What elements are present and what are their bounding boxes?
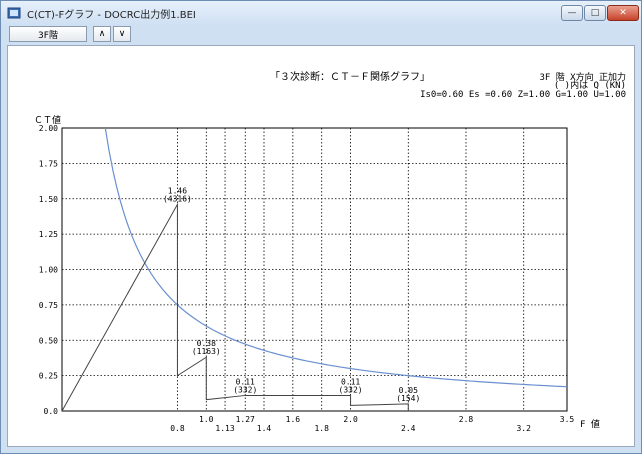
x-tick-label: 1.0 — [199, 415, 214, 424]
x-tick-label: 1.4 — [257, 424, 272, 433]
maximize-button[interactable]: □ — [584, 5, 606, 21]
maximize-icon: □ — [590, 8, 600, 18]
ct-value-label: 0.11 — [236, 377, 255, 386]
axis-ticks: 0.0 0.25 0.50 0.75 1.00 1.25 1.50 1.75 2.00 0.8 1.… — [39, 124, 575, 433]
unit-note: ( )内は Q (KN) — [554, 79, 626, 91]
y-axis-title: ＣＴ値 — [34, 114, 61, 126]
y-tick-label: 1.25 — [39, 230, 58, 239]
close-button[interactable]: ✕ — [607, 5, 639, 21]
ct-f-chart: 「３次診断：ＣＴ－Ｆ関係グラフ」 3F 階 X方向 正加力 ( )内は Q (K… — [34, 70, 626, 433]
parameter-line: Is0=0.60 Es =0.60 Z=1.00 G=1.00 U=1.00 — [420, 90, 626, 100]
condition-label: 3F 階 X方向 正加力 — [539, 71, 626, 83]
grid-lines — [62, 128, 567, 411]
y-tick-label: 1.00 — [39, 266, 58, 275]
floor-select-button[interactable]: 3F階 — [9, 26, 87, 42]
demand-curve — [104, 127, 568, 388]
x-tick-label: 1.8 — [314, 424, 329, 433]
chart-heading: 「３次診断：ＣＴ－Ｆ関係グラフ」 — [270, 70, 430, 83]
x-tick-label: 0.8 — [170, 424, 185, 433]
graph-area: 「３次診断：ＣＴ－Ｆ関係グラフ」 3F 階 X方向 正加力 ( )内は Q (K… — [7, 45, 635, 447]
ct-value-label: 0.38 — [197, 339, 216, 348]
floor-up-button[interactable]: ∧ — [93, 26, 111, 42]
x-tick-label: 1.27 — [236, 415, 255, 424]
chart-marks: 1.46(4316)0.38(1163)0.11(332)0.11(332) 0.… — [61, 127, 568, 412]
floor-down-button[interactable]: ∨ — [113, 26, 131, 42]
x-tick-label: 1.6 — [286, 415, 301, 424]
x-tick-label: 2.8 — [459, 415, 474, 424]
q-value-label: (1163) — [192, 347, 221, 356]
y-tick-label: 0.75 — [39, 301, 58, 310]
q-value-label: (4316) — [163, 194, 192, 203]
y-tick-label: 0.0 — [44, 407, 59, 416]
ct-value-label: 1.46 — [168, 186, 187, 195]
capacity-polyline — [61, 202, 409, 412]
x-axis-title: F 値 — [580, 418, 600, 430]
ct-value-label: 0.05 — [399, 386, 418, 395]
q-value-label: (332) — [339, 385, 363, 394]
x-tick-label: 3.5 — [560, 415, 575, 424]
y-tick-label: 1.75 — [39, 159, 58, 168]
minimize-button[interactable]: — — [561, 5, 583, 21]
minimize-icon: — — [567, 8, 577, 18]
app-icon — [7, 7, 21, 19]
x-tick-label: 3.2 — [516, 424, 531, 433]
window-title: C(CT)-Fグラフ - DOCRC出力例1.BEI — [27, 10, 196, 21]
x-tick-label: 2.4 — [401, 424, 416, 433]
x-tick-label: 2.0 — [343, 415, 358, 424]
toolbar: 3F階 ∧ ∨ — [5, 25, 637, 43]
title-bar[interactable]: C(CT)-Fグラフ - DOCRC出力例1.BEI — □ ✕ — [1, 1, 641, 25]
y-tick-label: 0.50 — [39, 336, 58, 345]
y-tick-label: 1.50 — [39, 195, 58, 204]
y-tick-label: 0.25 — [39, 372, 58, 381]
ct-value-label: 0.11 — [341, 377, 360, 386]
x-tick-label: 1.13 — [215, 424, 234, 433]
close-icon: ✕ — [619, 8, 627, 18]
q-value-label: (332) — [233, 385, 257, 394]
q-value-label: (154) — [396, 394, 420, 403]
y-tick-label: 2.00 — [39, 124, 58, 133]
